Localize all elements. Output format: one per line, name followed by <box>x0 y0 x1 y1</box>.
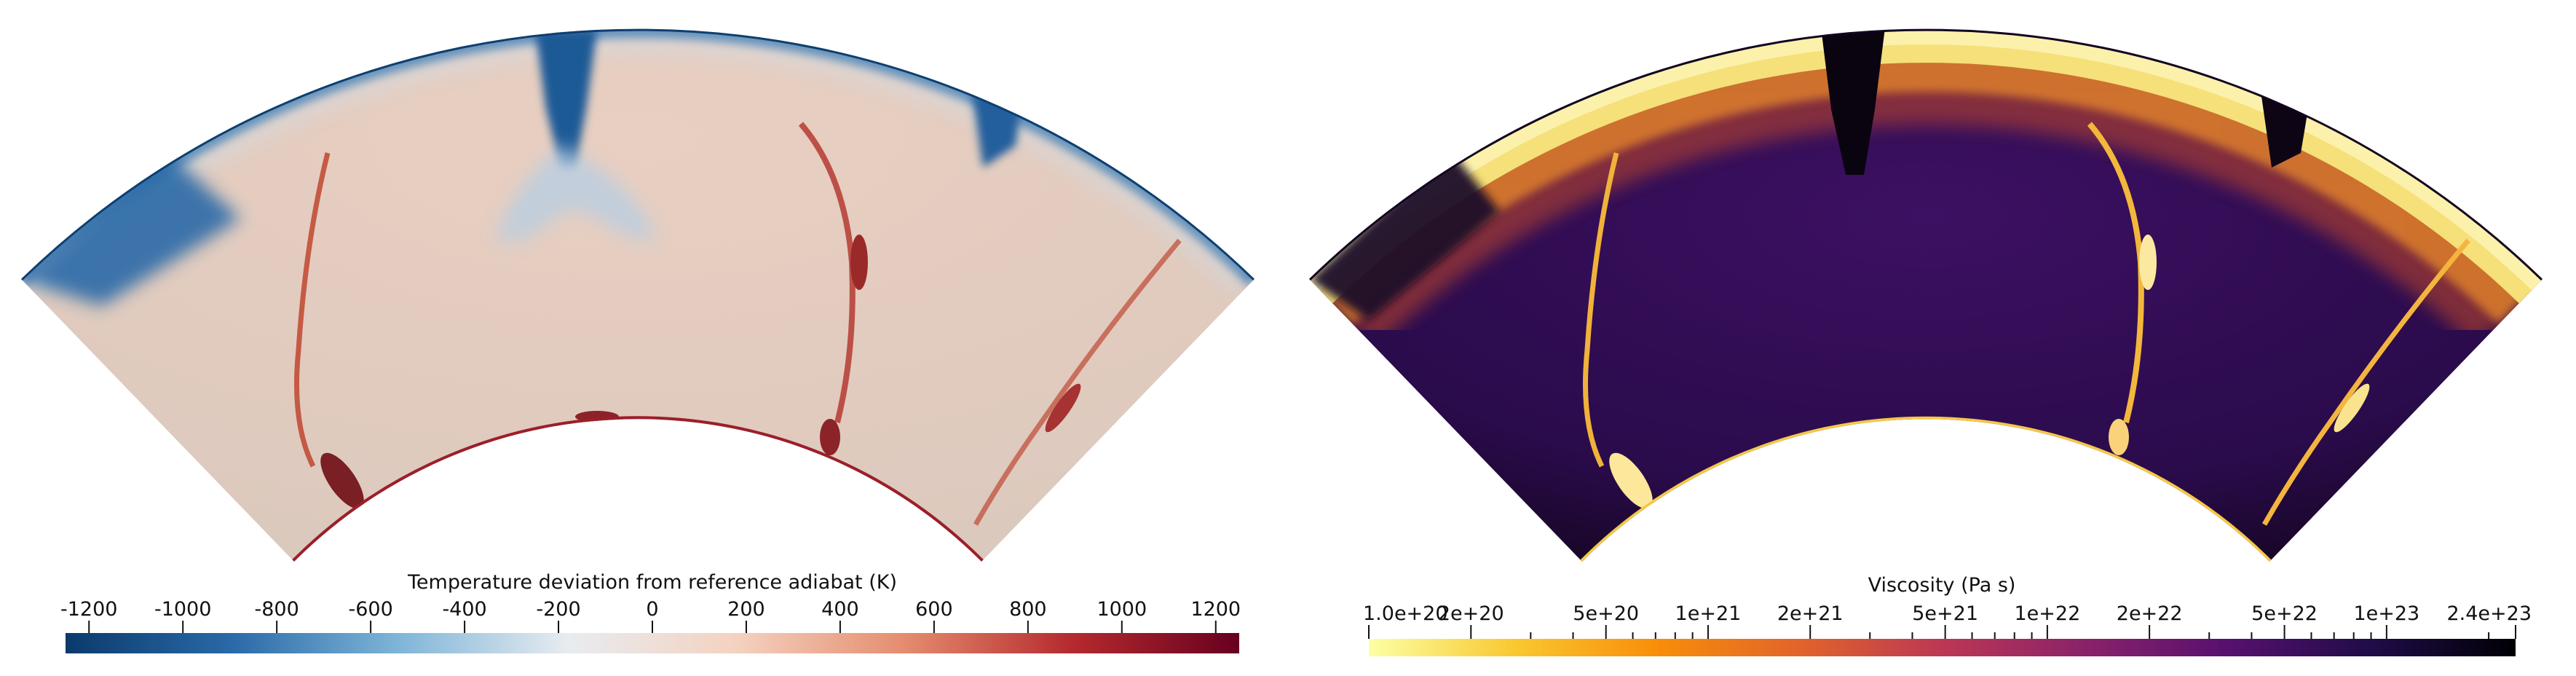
colorbar-tick-label: 1e+23 <box>2353 602 2419 625</box>
colorbar-tick-label: 200 <box>727 598 765 621</box>
colorbar-tick-label: 1e+22 <box>2015 602 2081 625</box>
colorbar-tick-label: 2.4e+23 <box>2446 602 2532 625</box>
colorbar-tick-label: 1.0e+20 <box>1363 602 1448 625</box>
temperature-colorbar-title: Temperature deviation from reference adi… <box>407 571 897 594</box>
temperature-field <box>22 30 1254 562</box>
colorbar-tick-label: -400 <box>442 598 486 621</box>
colorbar-tick-label: 5e+20 <box>1573 602 1639 625</box>
colorbar-tick-label: 600 <box>915 598 953 621</box>
colorbar-tick-label: -800 <box>255 598 299 621</box>
colorbar-tick-label: 800 <box>1009 598 1047 621</box>
viscosity-colorbar-title: Viscosity (Pa s) <box>1868 574 2016 597</box>
viscosity-annulus-plot <box>1308 28 2543 562</box>
colorbar-tick-label: 1e+21 <box>1675 602 1742 625</box>
colorbar-tick-label: -1000 <box>154 598 211 621</box>
colorbar-tick-label: 400 <box>821 598 859 621</box>
temperature-annulus-plot <box>20 28 1255 562</box>
temperature-panel: Temperature deviation from reference adi… <box>20 28 1255 653</box>
colorbar-tick-label: -600 <box>348 598 392 621</box>
colorbar-tick-label: 2e+20 <box>1438 602 1504 625</box>
colorbar-tick-label: 0 <box>646 598 658 621</box>
colorbar-tick-label: 2e+21 <box>1777 602 1844 625</box>
colorbar-tick-label: -200 <box>536 598 580 621</box>
colorbar-tick-label: 2e+22 <box>2117 602 2183 625</box>
temperature-colorbar-ticks: -1200 -1000 -800 -600 -400 -200 0 200 400 600 800 1… <box>60 598 1241 633</box>
colorbar-tick-label: 5e+22 <box>2251 602 2318 625</box>
colorbar-tick-label: 5e+21 <box>1912 602 1978 625</box>
colorbar-tick-label: 1200 <box>1190 598 1241 621</box>
viscosity-colorbar-gradient <box>1369 639 2516 656</box>
colorbar-tick-label: -1200 <box>60 598 117 621</box>
temperature-colorbar-gradient <box>66 633 1239 653</box>
temperature-colorbar: Temperature deviation from reference adi… <box>60 571 1241 653</box>
colorbar-tick-label: 1000 <box>1097 598 1147 621</box>
